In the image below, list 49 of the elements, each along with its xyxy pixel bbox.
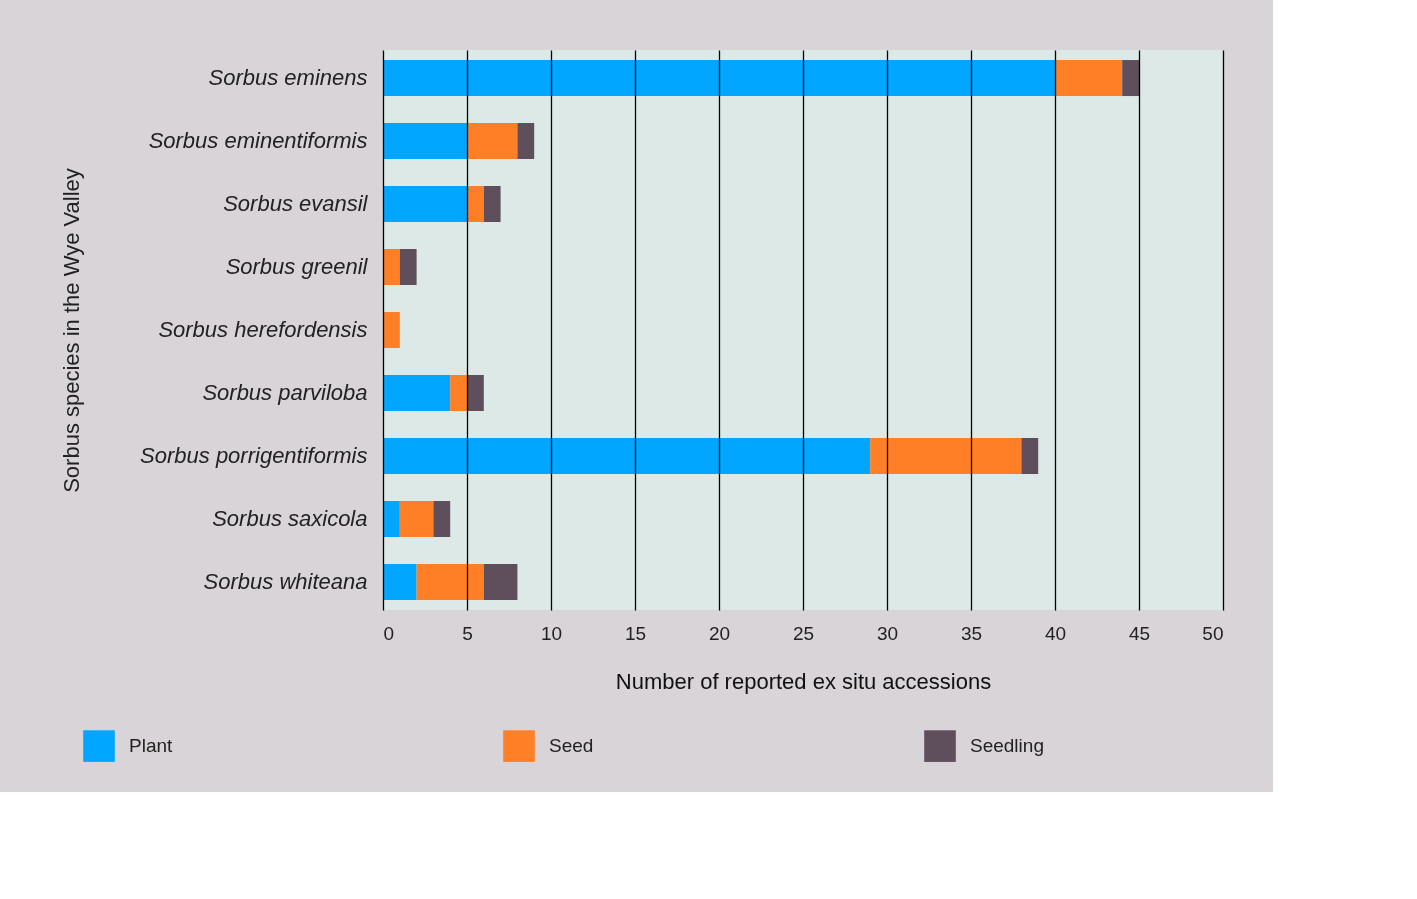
bar <box>483 186 501 223</box>
bar <box>467 123 518 160</box>
x-tick-label: 50 <box>1202 622 1224 644</box>
legend-label: Plant <box>129 735 174 757</box>
bar <box>383 563 417 600</box>
bar <box>467 374 484 411</box>
bar <box>416 563 484 600</box>
x-tick-label: 40 <box>1044 622 1067 644</box>
x-tick-label: 15 <box>624 622 647 644</box>
bar <box>467 186 484 223</box>
bar <box>517 123 535 160</box>
bar <box>383 186 467 223</box>
bar <box>383 123 467 160</box>
y-tick-label: Sorbus parviloba <box>202 379 368 405</box>
legend-label: Seed <box>549 735 594 757</box>
y-tick-label: Sorbus greenil <box>225 254 369 280</box>
bar <box>1122 60 1139 97</box>
bar <box>433 500 451 537</box>
bar <box>399 500 434 537</box>
bar <box>399 249 417 286</box>
x-axis-title: Number of reported ex situ accessions <box>615 668 992 694</box>
legend-label: Seedling <box>970 735 1044 757</box>
x-tick-label: 20 <box>708 622 731 644</box>
x-tick-label: 0 <box>383 622 395 644</box>
bar <box>1021 437 1039 474</box>
y-tick-label: Sorbus eminens <box>208 65 368 91</box>
x-tick-label: 30 <box>876 622 899 644</box>
x-tick-label: 25 <box>792 622 815 644</box>
x-tick-label: 35 <box>960 622 983 644</box>
bar <box>383 249 400 286</box>
x-tick-label: 10 <box>540 622 563 644</box>
bar <box>450 374 467 411</box>
y-tick-label: Sorbus whiteana <box>203 568 368 594</box>
bar <box>383 312 400 348</box>
bar <box>870 437 1022 474</box>
y-axis-title: Sorbus species in the Wye Valley <box>58 168 84 493</box>
bar <box>383 374 451 411</box>
bar <box>383 60 1055 97</box>
y-tick-label: Sorbus evansil <box>223 191 369 217</box>
bar <box>383 500 400 537</box>
bar <box>483 563 518 600</box>
x-tick-label: 45 <box>1128 622 1151 644</box>
y-tick-label: Sorbus porrigentiformis <box>140 442 368 468</box>
y-tick-label: Sorbus herefordensis <box>158 317 368 342</box>
bar <box>383 437 871 474</box>
x-tick-label: 5 <box>462 622 473 644</box>
y-tick-label: Sorbus eminentiformis <box>148 128 368 154</box>
bar <box>1055 60 1123 97</box>
y-tick-label: Sorbus saxicola <box>212 505 368 531</box>
